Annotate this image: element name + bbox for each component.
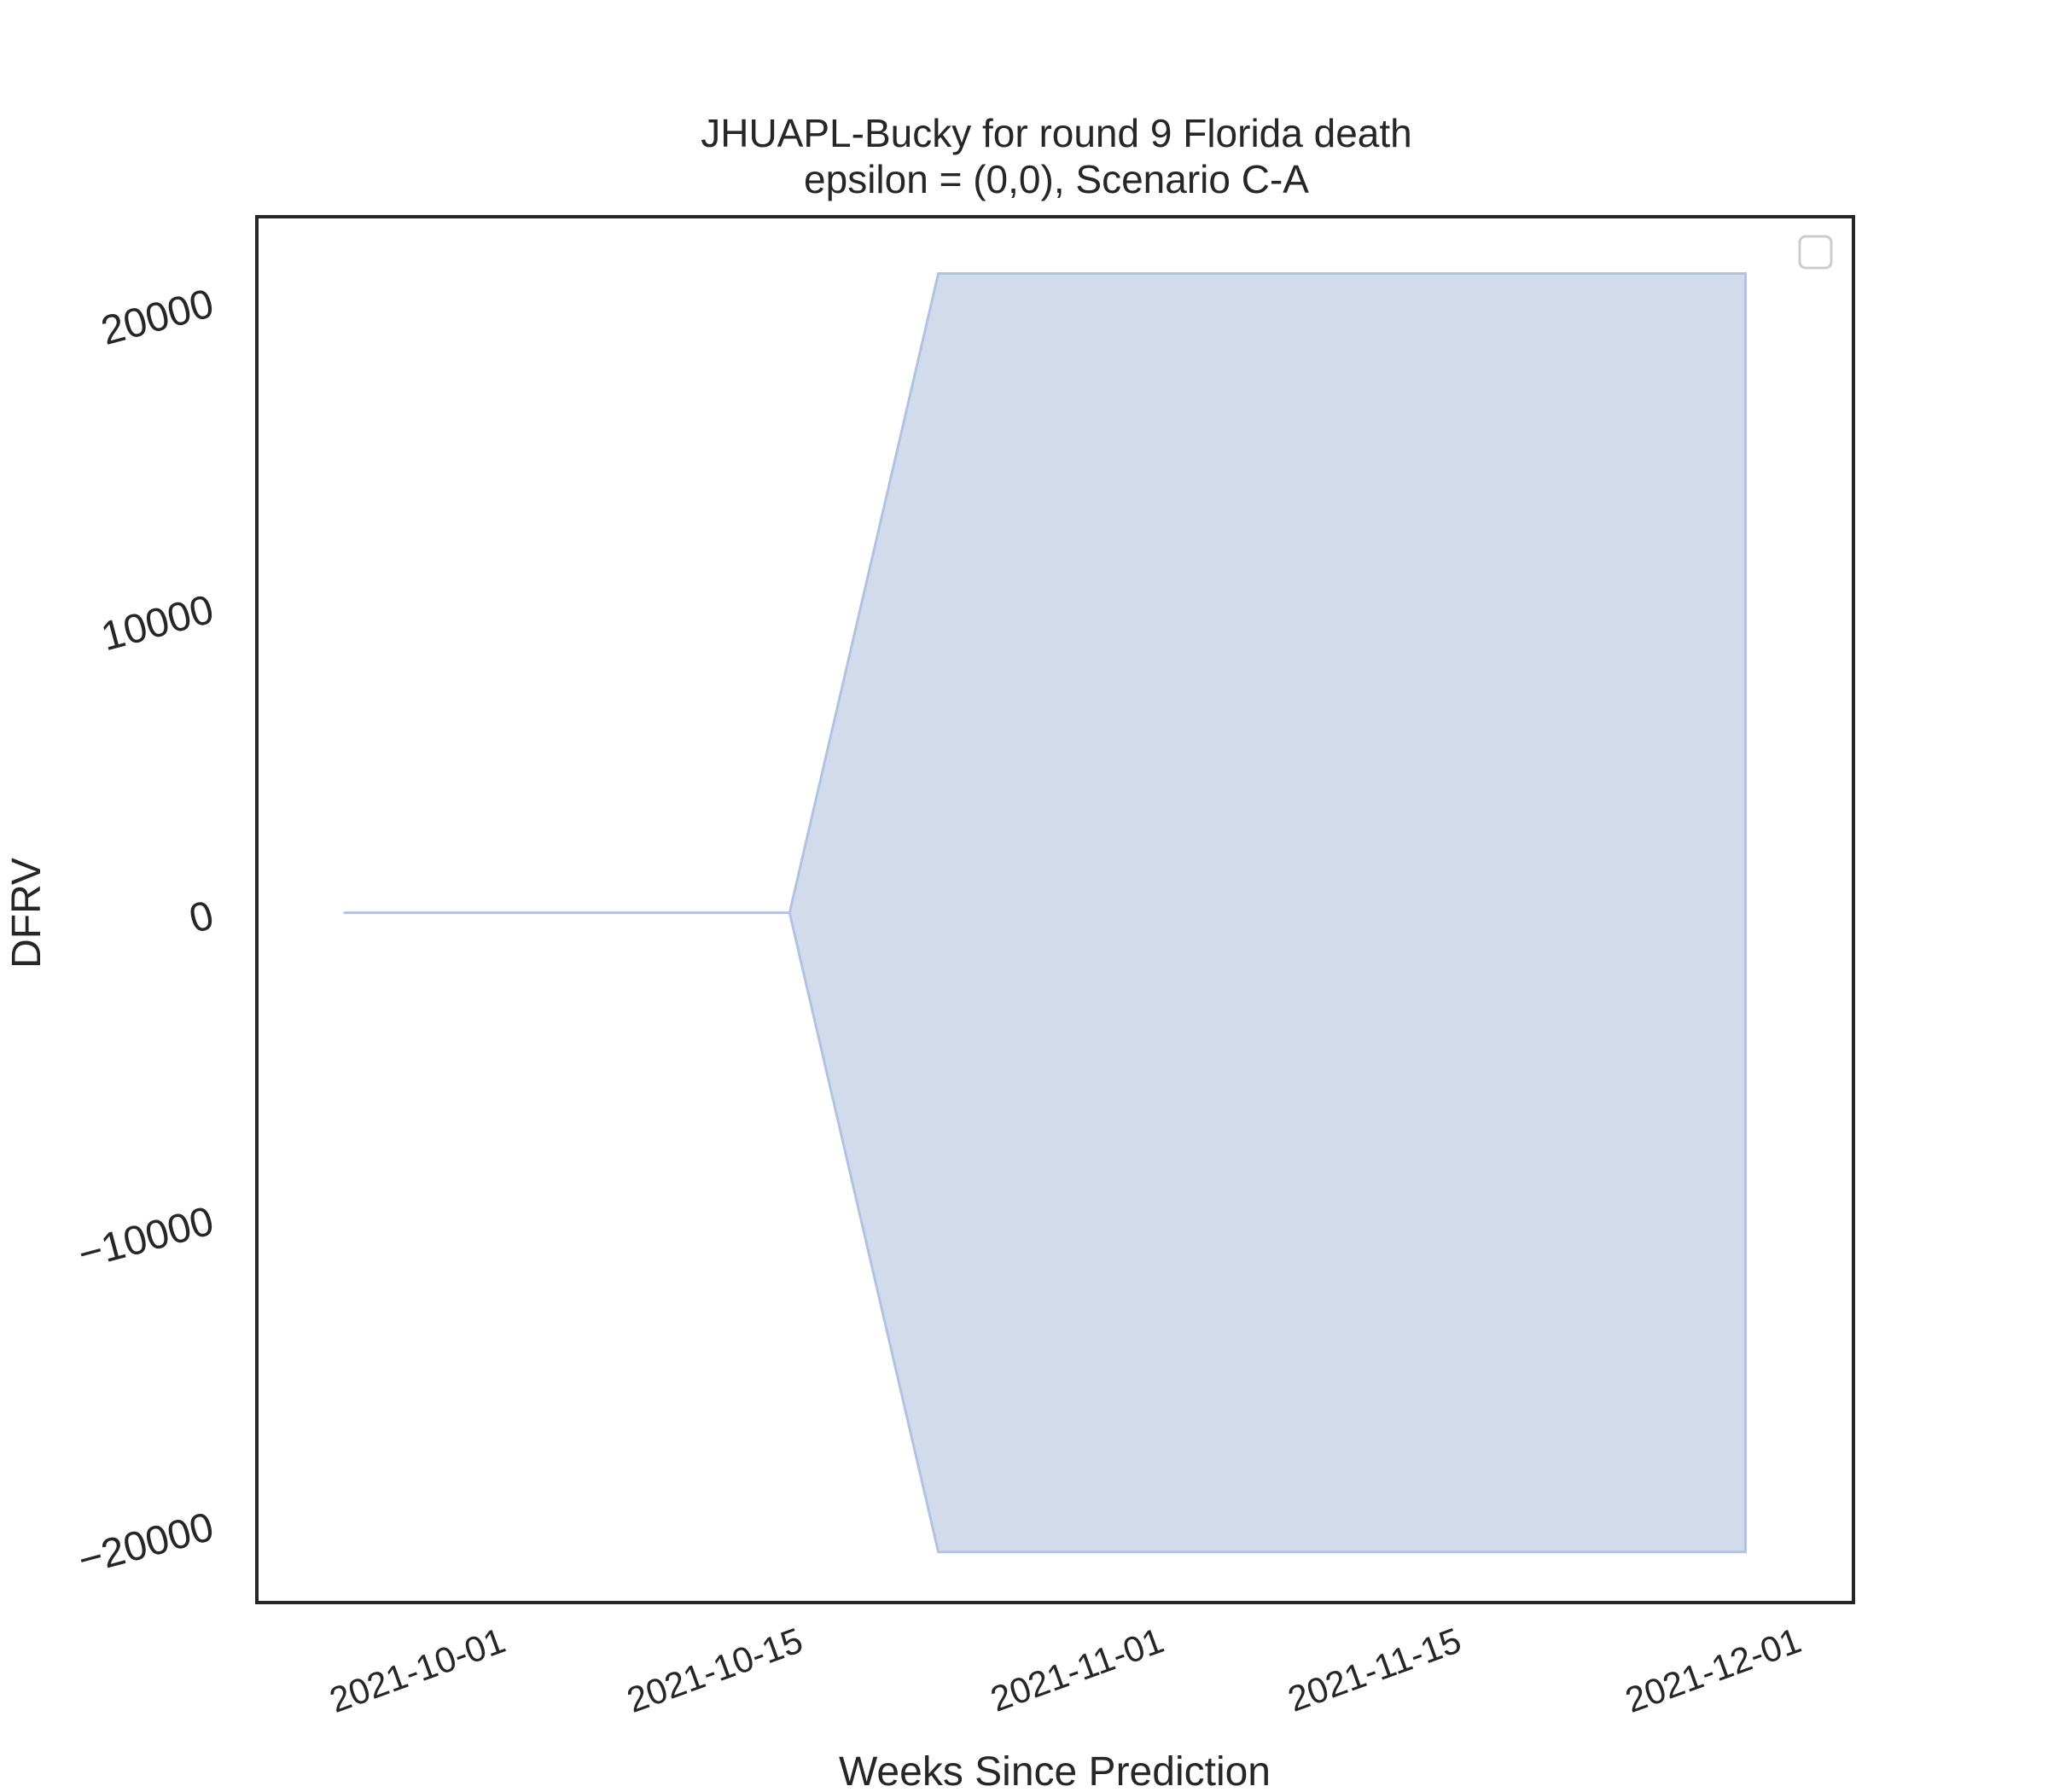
y-tick-label: 10000 [96, 587, 218, 660]
x-axis-ticks: 2021-10-01 2021-10-15 2021-11-01 2021-11-15… [324, 1620, 1806, 1720]
x-tick-label: 2021-11-15 [1283, 1620, 1466, 1719]
chart-title: JHUAPL-Bucky for round 9 Florida death [701, 111, 1412, 155]
y-tick-label: 20000 [96, 281, 218, 354]
chart-subtitle: epsilon = (0,0), Scenario C-A [804, 157, 1309, 201]
x-tick-label: 2021-11-01 [986, 1620, 1169, 1719]
y-tick-label: −10000 [73, 1198, 218, 1277]
x-tick-label: 2021-10-15 [622, 1620, 808, 1720]
x-axis-label: Weeks Since Prediction [839, 1749, 1271, 1792]
y-tick-label: 0 [184, 893, 218, 942]
series-band-0 [343, 272, 1747, 1554]
x-tick-label: 2021-10-01 [324, 1620, 510, 1720]
y-axis-label: DFRV [4, 858, 49, 969]
plot-area [343, 272, 1747, 1554]
plot-frame [255, 215, 1855, 1604]
y-tick-label: −20000 [73, 1504, 218, 1584]
legend-box [1798, 235, 1833, 270]
y-axis-ticks: 20000 10000 0 −10000 −20000 [73, 281, 218, 1584]
x-tick-label: 2021-12-01 [1620, 1620, 1807, 1720]
